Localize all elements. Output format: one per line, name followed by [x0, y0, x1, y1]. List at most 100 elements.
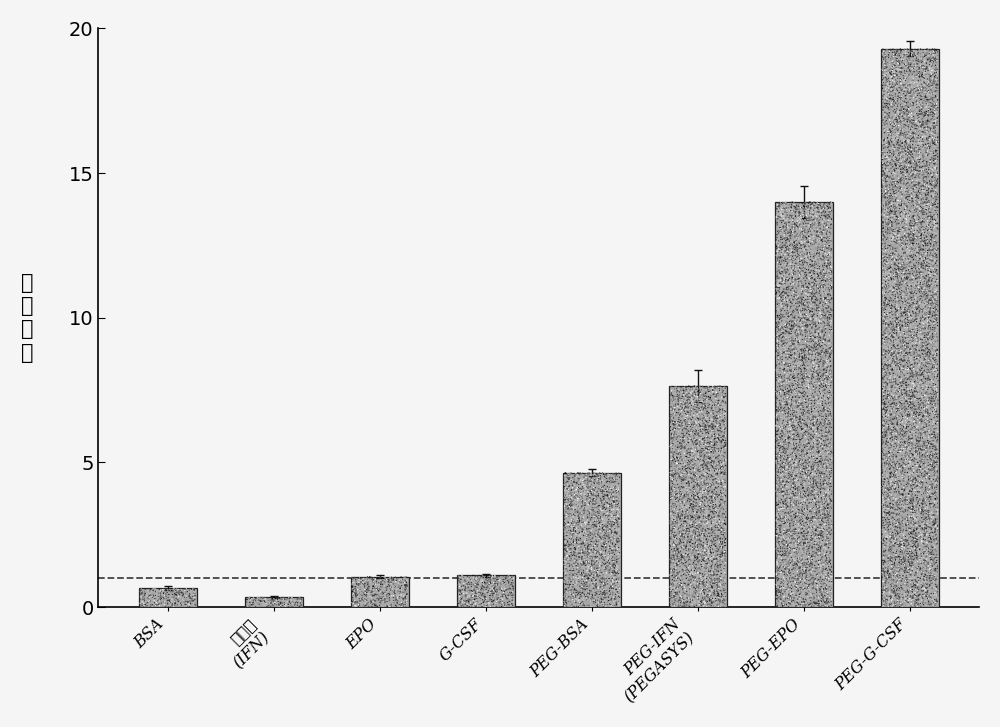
Point — [921, 303, 937, 315]
Point — [670, 485, 686, 497]
Point — [476, 595, 492, 607]
Point — [904, 309, 920, 321]
Point — [773, 567, 789, 579]
Point — [817, 491, 833, 503]
Point — [811, 507, 827, 518]
Point — [368, 601, 384, 612]
Point — [698, 478, 714, 489]
Point — [912, 124, 928, 136]
Point — [881, 373, 897, 385]
Point — [879, 217, 895, 229]
Point — [819, 598, 835, 609]
Point — [675, 498, 691, 510]
Point — [912, 104, 928, 116]
Point — [899, 172, 915, 183]
Point — [916, 233, 932, 245]
Point — [921, 210, 937, 222]
Point — [709, 406, 725, 418]
Point — [916, 420, 932, 432]
Point — [601, 567, 617, 579]
Point — [890, 233, 906, 244]
Point — [810, 406, 826, 417]
Point — [776, 545, 792, 557]
Point — [676, 585, 692, 597]
Point — [880, 481, 896, 493]
Point — [875, 287, 891, 299]
Point — [922, 46, 938, 57]
Point — [795, 483, 811, 494]
Point — [908, 190, 924, 201]
Point — [772, 226, 788, 238]
Point — [576, 550, 592, 561]
Point — [707, 452, 723, 464]
Point — [810, 273, 826, 284]
Point — [912, 88, 928, 100]
Point — [881, 573, 897, 585]
Point — [884, 225, 900, 236]
Point — [892, 68, 908, 79]
Point — [823, 346, 839, 358]
Point — [901, 451, 917, 462]
Point — [801, 247, 817, 259]
Point — [808, 528, 824, 539]
Point — [899, 206, 915, 217]
Point — [799, 532, 815, 544]
Point — [895, 403, 911, 415]
Point — [563, 586, 579, 598]
Point — [696, 457, 712, 468]
Point — [665, 430, 681, 441]
Point — [902, 156, 918, 168]
Point — [790, 293, 806, 305]
Point — [819, 258, 835, 270]
Point — [923, 467, 939, 478]
Point — [883, 270, 899, 282]
Point — [913, 108, 929, 119]
Point — [470, 571, 486, 583]
Point — [899, 409, 915, 421]
Point — [905, 291, 921, 302]
Point — [770, 444, 786, 456]
Point — [809, 441, 825, 453]
Point — [921, 292, 937, 304]
Point — [775, 421, 791, 433]
Point — [486, 582, 502, 593]
Point — [708, 518, 724, 529]
Point — [600, 507, 616, 519]
Point — [344, 583, 360, 595]
Point — [777, 595, 793, 607]
Point — [677, 474, 693, 486]
Point — [897, 107, 913, 119]
Point — [790, 517, 806, 529]
Point — [486, 590, 502, 601]
Point — [876, 222, 892, 233]
Point — [665, 451, 681, 463]
Point — [929, 211, 945, 222]
Point — [894, 470, 910, 481]
Point — [680, 578, 696, 590]
Point — [769, 281, 785, 293]
Point — [824, 411, 840, 423]
Point — [903, 550, 919, 562]
Point — [892, 553, 908, 564]
Point — [890, 571, 906, 582]
Point — [706, 416, 722, 427]
Point — [798, 244, 814, 255]
Point — [813, 276, 829, 288]
Point — [666, 567, 682, 579]
Point — [498, 570, 514, 582]
Point — [165, 599, 181, 611]
Point — [811, 337, 827, 349]
Point — [900, 406, 916, 417]
Point — [910, 206, 926, 218]
Point — [567, 547, 583, 558]
Point — [798, 248, 814, 260]
Point — [569, 555, 585, 567]
Point — [666, 538, 682, 550]
Point — [924, 325, 940, 337]
Point — [898, 262, 914, 274]
Point — [884, 303, 900, 315]
Point — [901, 352, 917, 364]
Point — [879, 451, 895, 462]
Point — [914, 150, 930, 161]
Point — [372, 591, 388, 603]
